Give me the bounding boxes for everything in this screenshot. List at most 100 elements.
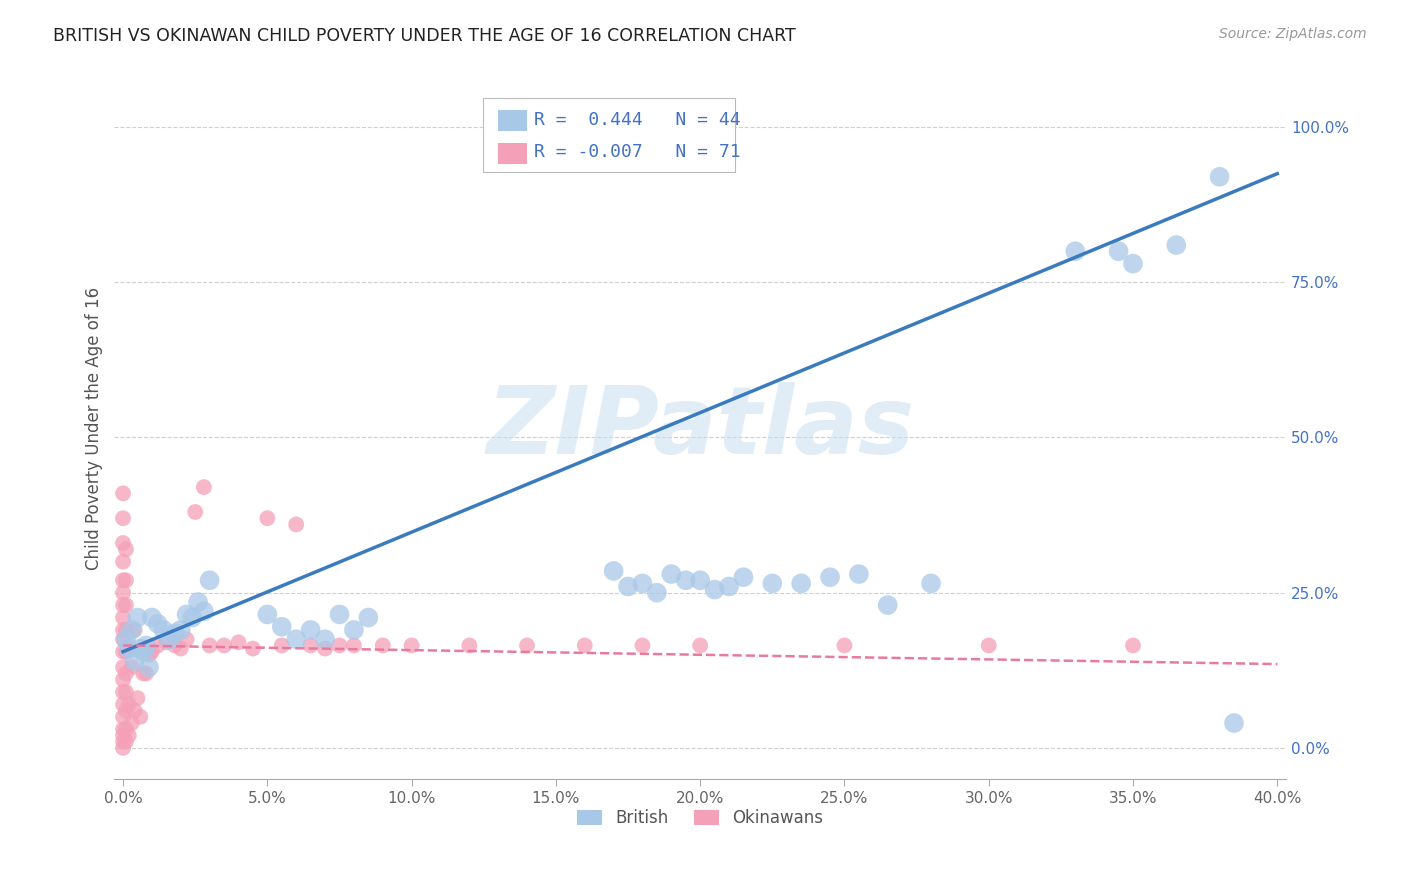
Point xyxy=(343,623,366,637)
Point xyxy=(115,685,138,699)
Point xyxy=(112,729,135,743)
Point xyxy=(115,734,138,748)
Point xyxy=(1064,244,1087,259)
Point xyxy=(659,567,682,582)
FancyBboxPatch shape xyxy=(484,98,735,172)
Point xyxy=(170,623,193,637)
Point xyxy=(228,635,250,649)
Point xyxy=(516,126,538,140)
Point xyxy=(544,138,567,153)
Point xyxy=(718,579,741,593)
Point xyxy=(1223,716,1246,731)
Point xyxy=(112,585,135,599)
Point xyxy=(212,639,235,653)
Point xyxy=(112,486,135,500)
Point xyxy=(1122,639,1144,653)
Point xyxy=(112,511,135,525)
Text: ZIPatlas: ZIPatlas xyxy=(486,382,914,475)
Point xyxy=(129,641,152,656)
Point xyxy=(155,635,177,649)
Point xyxy=(112,673,135,687)
Point xyxy=(689,639,711,653)
Point xyxy=(115,598,138,612)
Point xyxy=(112,685,135,699)
Point xyxy=(790,576,813,591)
Point xyxy=(328,607,350,622)
Point xyxy=(733,570,755,584)
Point xyxy=(198,574,221,588)
Point xyxy=(115,645,138,659)
Point xyxy=(193,480,215,494)
Point xyxy=(112,660,135,674)
Point xyxy=(343,639,366,653)
Point xyxy=(138,660,160,674)
Point xyxy=(141,645,163,659)
Point xyxy=(876,598,898,612)
Point xyxy=(118,698,141,712)
Point xyxy=(1122,257,1144,271)
Point xyxy=(112,598,135,612)
Point xyxy=(631,639,654,653)
Point xyxy=(124,654,146,668)
Point xyxy=(314,632,336,647)
Point xyxy=(176,607,198,622)
Point xyxy=(675,574,697,588)
Point xyxy=(299,639,322,653)
Point xyxy=(170,641,193,656)
Point xyxy=(176,632,198,647)
Point xyxy=(121,660,143,674)
Point xyxy=(761,576,783,591)
Point xyxy=(270,620,292,634)
Point xyxy=(703,582,725,597)
Text: BRITISH VS OKINAWAN CHILD POVERTY UNDER THE AGE OF 16 CORRELATION CHART: BRITISH VS OKINAWAN CHILD POVERTY UNDER … xyxy=(53,27,796,45)
Point xyxy=(256,511,278,525)
Point xyxy=(560,145,582,159)
Point xyxy=(118,641,141,656)
Point xyxy=(328,639,350,653)
Point xyxy=(135,666,157,681)
Point xyxy=(1208,169,1230,184)
Point xyxy=(115,542,138,557)
Point xyxy=(127,691,149,706)
Point xyxy=(115,666,138,681)
Point xyxy=(112,710,135,724)
Point xyxy=(187,595,209,609)
Bar xyxy=(498,143,527,164)
Point xyxy=(242,641,264,656)
Point xyxy=(157,632,180,647)
Point xyxy=(112,574,135,588)
Point xyxy=(181,610,204,624)
Point xyxy=(115,704,138,718)
Text: R = -0.007   N = 71: R = -0.007 N = 71 xyxy=(534,144,741,161)
Point xyxy=(285,517,308,532)
Point xyxy=(118,641,141,656)
Point xyxy=(299,623,322,637)
Point xyxy=(115,623,138,637)
Point xyxy=(1166,238,1188,252)
Point xyxy=(198,639,221,653)
Point xyxy=(256,607,278,622)
Point xyxy=(132,645,155,659)
Point xyxy=(135,639,157,653)
Point xyxy=(112,623,135,637)
Point xyxy=(112,536,135,550)
Point xyxy=(516,639,538,653)
Point xyxy=(121,716,143,731)
Point xyxy=(848,567,870,582)
Point xyxy=(112,698,135,712)
Point xyxy=(112,632,135,647)
Point xyxy=(530,132,553,146)
Point xyxy=(129,710,152,724)
Point xyxy=(357,610,380,624)
Point xyxy=(602,564,624,578)
Point xyxy=(617,579,640,593)
Point xyxy=(152,623,174,637)
Point xyxy=(631,576,654,591)
Point xyxy=(115,574,138,588)
Point xyxy=(132,666,155,681)
Point xyxy=(574,639,596,653)
Point xyxy=(645,585,668,599)
Point xyxy=(1108,244,1130,259)
Point xyxy=(112,555,135,569)
Bar xyxy=(498,111,527,131)
